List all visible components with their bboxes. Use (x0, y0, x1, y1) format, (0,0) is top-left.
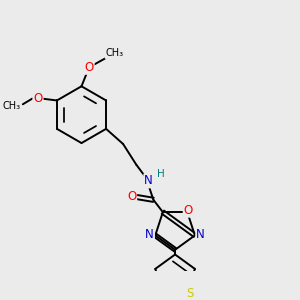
Text: N: N (196, 228, 205, 241)
Text: CH₃: CH₃ (106, 48, 124, 58)
Text: H: H (157, 169, 165, 179)
Text: O: O (184, 204, 193, 217)
Text: N: N (145, 228, 154, 241)
Text: S: S (187, 286, 194, 300)
Text: O: O (33, 92, 43, 105)
Text: CH₃: CH₃ (2, 101, 21, 111)
Text: N: N (144, 174, 153, 188)
Text: O: O (84, 61, 94, 74)
Text: O: O (127, 190, 136, 203)
